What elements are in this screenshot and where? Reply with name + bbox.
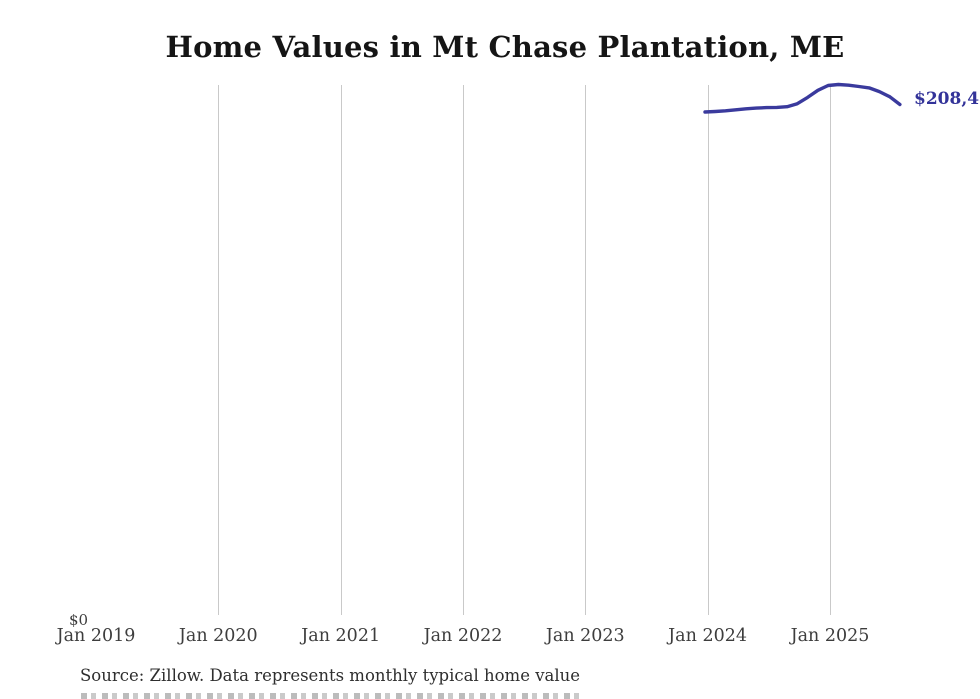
x-axis-tick-label: Jan 2019 xyxy=(56,626,136,646)
home-value-line-series xyxy=(703,82,902,114)
vertical-gridline xyxy=(340,85,342,615)
x-axis-tick-label: Jan 2024 xyxy=(668,626,747,646)
y-axis-zero-label: $0 xyxy=(69,611,89,629)
vertical-gridline xyxy=(218,85,220,615)
vertical-gridline xyxy=(463,85,464,615)
x-axis-tick-label: Jan 2025 xyxy=(790,626,870,646)
vertical-gridline xyxy=(830,85,831,615)
x-axis-tick-label: Jan 2020 xyxy=(178,626,258,646)
vertical-gridline xyxy=(585,85,587,615)
source-note: Source: Zillow. Data represents monthly … xyxy=(80,666,581,685)
chart-title: Home Values in Mt Chase Plantation, ME xyxy=(165,30,845,64)
line-end-value-label: $208,48 xyxy=(914,89,980,109)
x-axis-tick-label: Jan 2022 xyxy=(423,626,503,646)
source-note-second-line-clipped xyxy=(81,693,581,699)
x-axis-tick-label: Jan 2023 xyxy=(545,626,625,646)
x-axis-tick-label: Jan 2021 xyxy=(301,626,381,646)
vertical-gridline xyxy=(707,85,709,615)
